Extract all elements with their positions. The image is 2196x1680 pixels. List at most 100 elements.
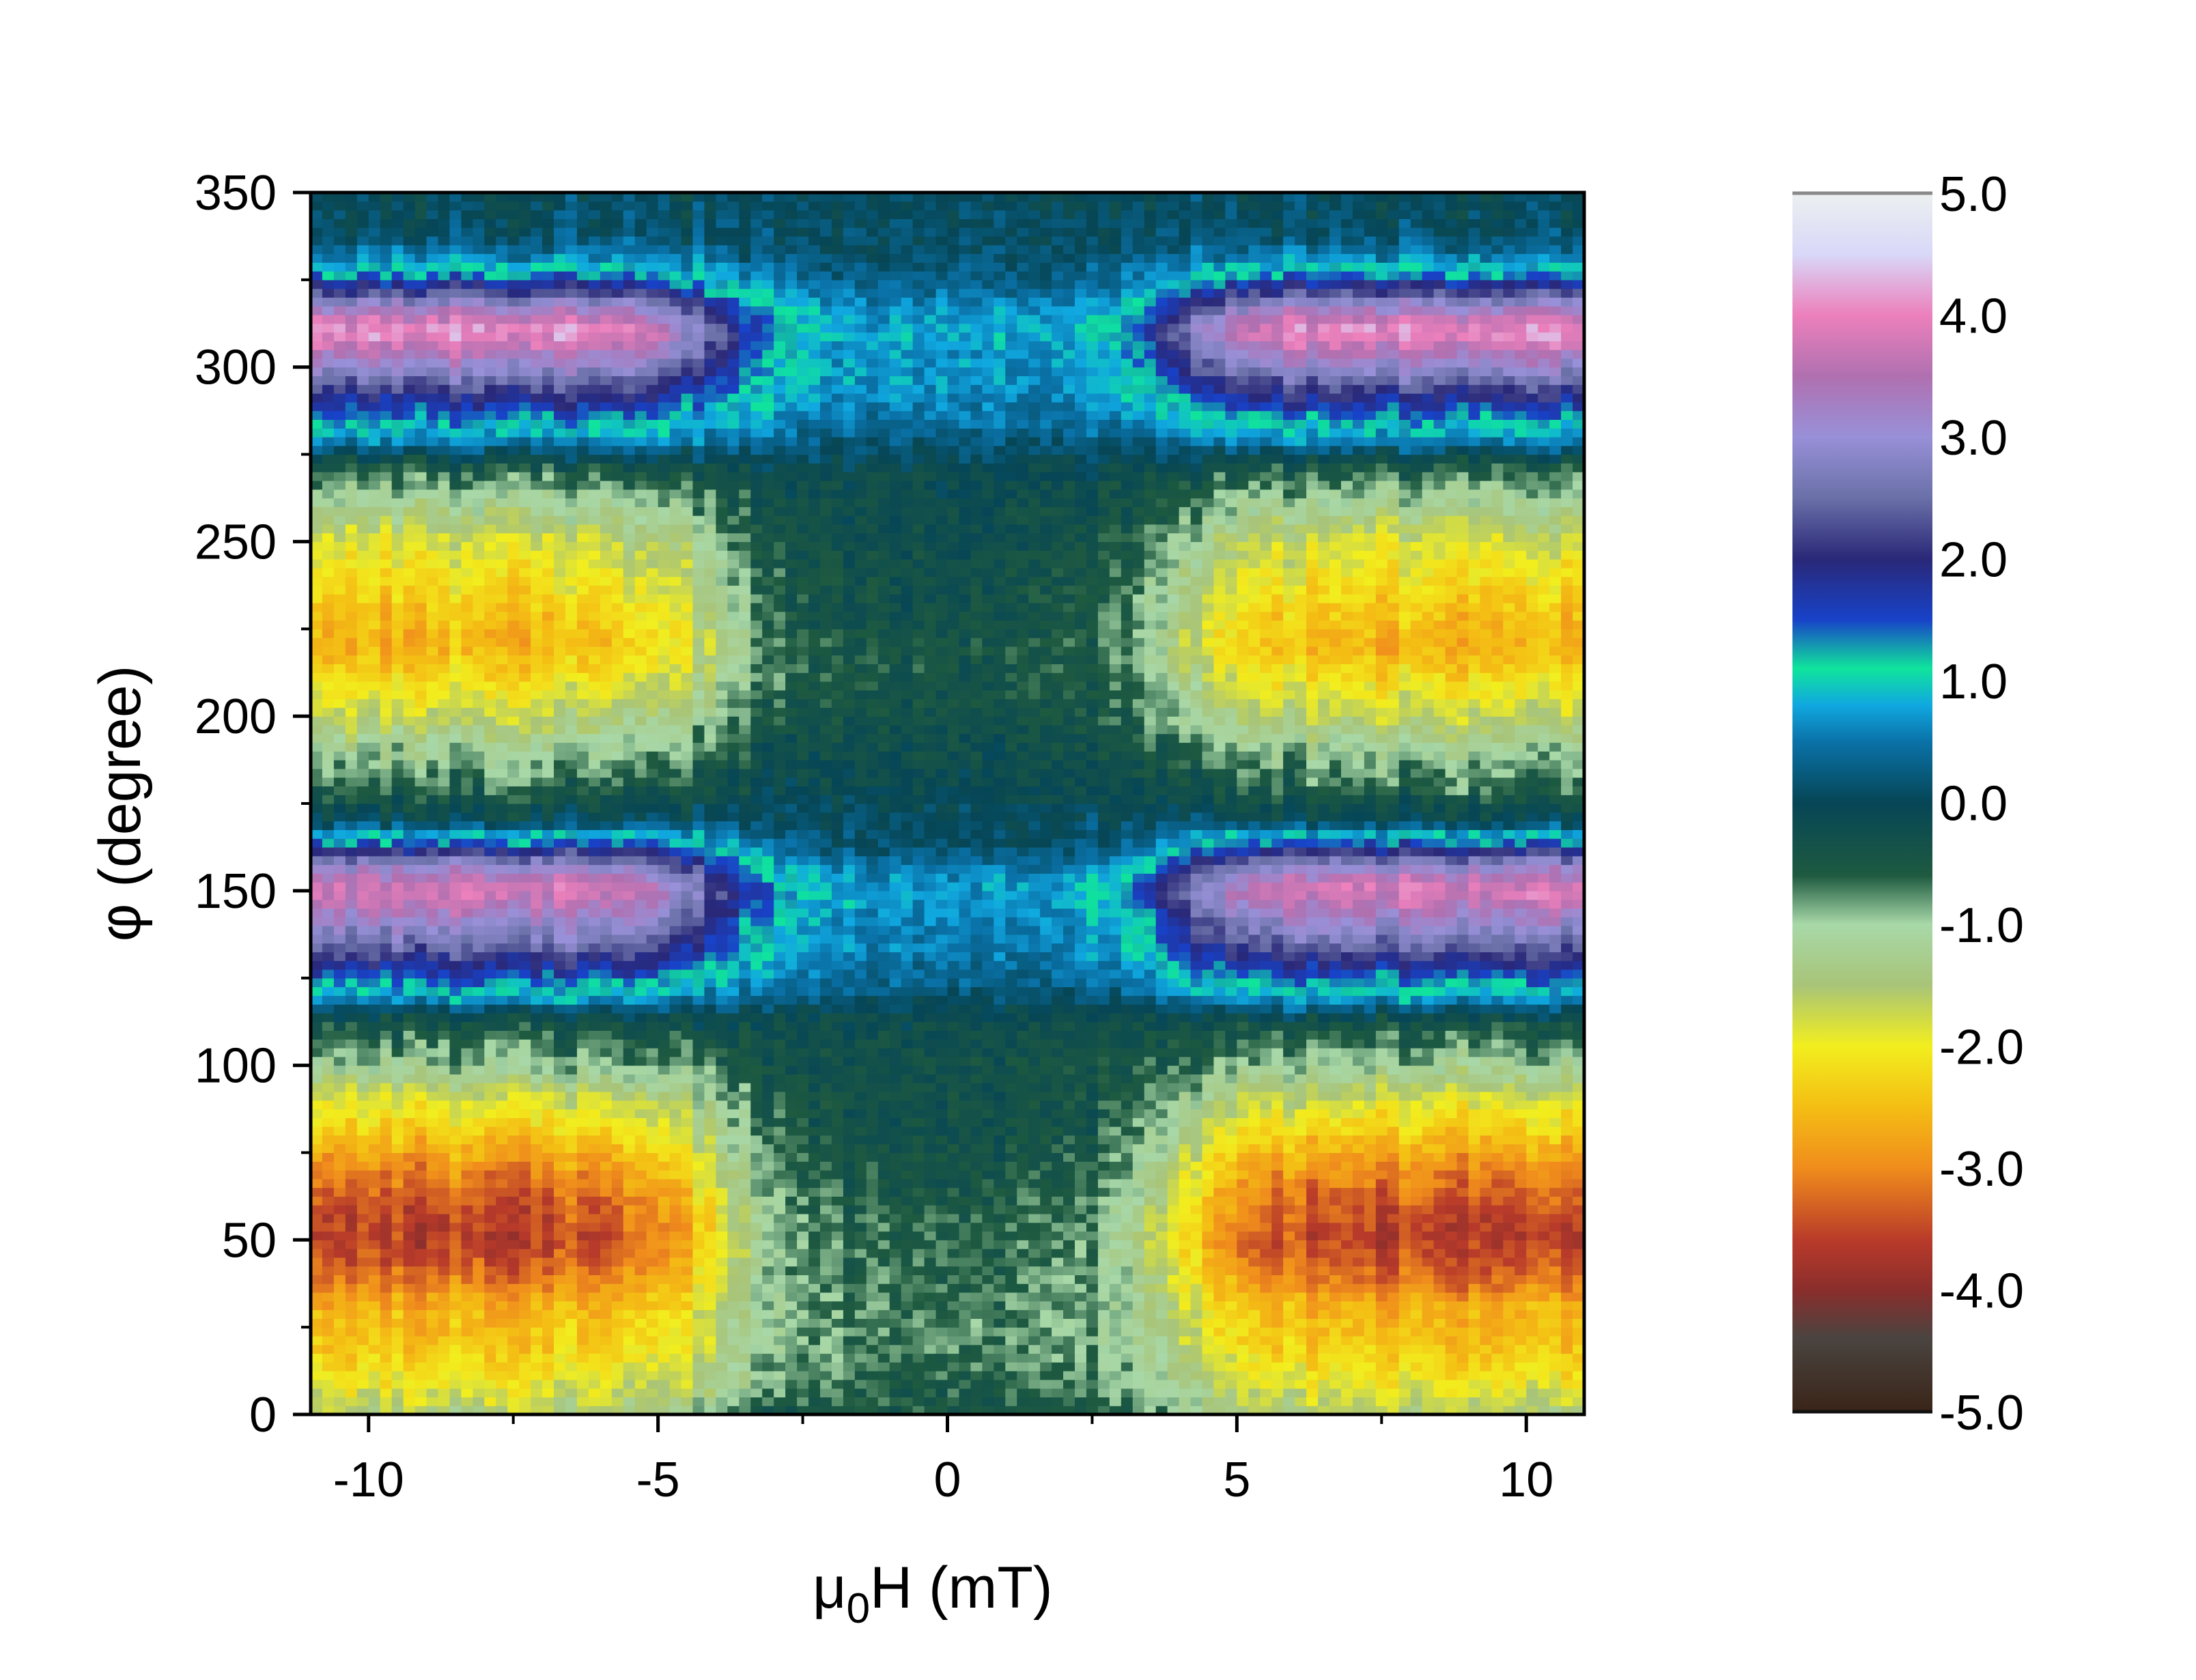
heatmap-cell: [554, 646, 566, 656]
heatmap-cell: [669, 846, 682, 857]
heatmap-cell: [519, 1126, 531, 1136]
heatmap-cell: [496, 1083, 508, 1092]
heatmap-cell: [692, 507, 705, 516]
heatmap-cell: [542, 751, 554, 760]
heatmap-cell: [646, 829, 659, 839]
heatmap-cell: [646, 463, 659, 472]
heatmap-cell: [484, 288, 496, 298]
heatmap-cell: [704, 350, 716, 359]
heatmap-cell: [496, 384, 508, 394]
heatmap-cell: [576, 760, 589, 769]
heatmap-cell: [484, 428, 496, 438]
heatmap-cell: [507, 498, 520, 507]
heatmap-cell: [391, 585, 404, 595]
heatmap-cell: [311, 1257, 323, 1267]
heatmap-cell: [438, 1161, 451, 1171]
heatmap-cell: [669, 1388, 682, 1398]
heatmap-cell: [646, 445, 659, 455]
heatmap-cell: [438, 795, 451, 804]
heatmap-cell: [669, 890, 682, 900]
heatmap-cell: [473, 1187, 485, 1197]
heatmap-cell: [600, 1083, 613, 1092]
heatmap-cell: [646, 193, 659, 202]
heatmap-cell: [333, 271, 346, 281]
heatmap-cell: [449, 1327, 462, 1337]
heatmap-cell: [322, 646, 335, 656]
heatmap-cell: [692, 812, 705, 822]
heatmap-cell: [646, 943, 659, 952]
heatmap-cell: [356, 236, 369, 246]
heatmap-cell: [681, 1083, 694, 1092]
heatmap-cell: [345, 1213, 358, 1223]
heatmap-cell: [646, 952, 659, 961]
heatmap-cell: [588, 445, 601, 455]
heatmap-cell: [449, 1292, 462, 1302]
heatmap-cell: [531, 201, 543, 211]
heatmap-cell: [333, 795, 346, 804]
heatmap-cell: [414, 768, 427, 778]
heatmap-cell: [380, 1231, 393, 1240]
heatmap-cell: [611, 1126, 624, 1136]
heatmap-cell: [588, 934, 601, 944]
heatmap-cell: [345, 1205, 358, 1214]
heatmap-cell: [345, 271, 358, 281]
heatmap-cell: [681, 1004, 694, 1014]
heatmap-cell: [681, 1187, 694, 1197]
heatmap-cell: [461, 716, 473, 726]
heatmap-cell: [496, 1012, 508, 1023]
heatmap-cell: [333, 1388, 346, 1398]
heatmap-cell: [368, 890, 381, 900]
heatmap-cell: [496, 1048, 508, 1057]
heatmap-cell: [311, 1371, 323, 1380]
heatmap-cell: [716, 1109, 728, 1118]
heatmap-cell: [473, 934, 485, 944]
heatmap-cell: [716, 1187, 728, 1197]
heatmap-cell: [611, 821, 624, 830]
heatmap-cell: [669, 253, 682, 263]
heatmap-cell: [692, 236, 705, 246]
heatmap-cell: [426, 463, 439, 472]
heatmap-cell: [311, 1083, 323, 1092]
heatmap-cell: [356, 1257, 369, 1267]
heatmap-cell: [426, 803, 439, 813]
heatmap-cell: [704, 288, 716, 298]
heatmap-cell: [496, 253, 508, 263]
heatmap-cell: [473, 855, 485, 866]
heatmap-cell: [438, 1344, 451, 1354]
heatmap-cell: [576, 472, 589, 481]
heatmap-cell: [531, 585, 543, 595]
heatmap-cell: [565, 812, 578, 822]
heatmap-cell: [496, 1152, 508, 1162]
heatmap-cell: [716, 760, 728, 769]
heatmap-cell: [692, 733, 705, 743]
heatmap-cell: [356, 795, 369, 804]
heatmap-cell: [484, 332, 496, 341]
heatmap-cell: [484, 218, 496, 228]
heatmap-cell: [611, 846, 624, 857]
heatmap-cell: [356, 768, 369, 778]
heatmap-cell: [507, 821, 520, 830]
heatmap-cell: [565, 1318, 578, 1328]
heatmap-cell: [600, 401, 613, 412]
heatmap-cell: [611, 620, 624, 629]
heatmap-cell: [554, 952, 566, 961]
heatmap-cell: [322, 768, 335, 778]
heatmap-cell: [356, 917, 369, 926]
heatmap-cell: [356, 908, 369, 917]
heatmap-cell: [484, 1318, 496, 1328]
heatmap-cell: [414, 1091, 427, 1101]
heatmap-cell: [704, 480, 716, 490]
heatmap-cell: [658, 1143, 671, 1154]
heatmap-cell: [554, 428, 566, 438]
heatmap-cell: [403, 201, 416, 211]
heatmap-cell: [681, 559, 694, 569]
heatmap-cell: [519, 454, 531, 464]
heatmap-cell: [368, 323, 381, 333]
heatmap-cell: [611, 463, 624, 472]
heatmap-cell: [496, 323, 508, 333]
heatmap-cell: [391, 602, 404, 612]
heatmap-cell: [322, 1249, 335, 1258]
heatmap-cell: [414, 341, 427, 350]
heatmap-cell: [426, 1056, 439, 1066]
heatmap-cell: [473, 445, 485, 455]
